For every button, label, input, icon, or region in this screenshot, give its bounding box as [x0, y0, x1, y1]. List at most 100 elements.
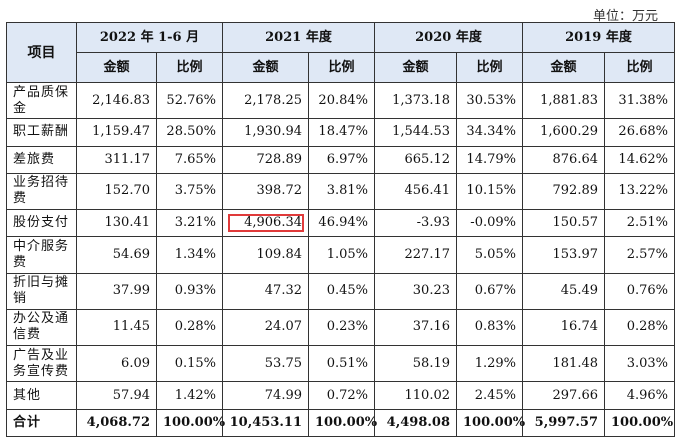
amount-cell: 10,453.11 — [222, 408, 309, 438]
expense-table: 项目 2022 年 1-6 月 2021 年度 2020 年度 2019 年度 … — [6, 22, 675, 438]
amount-cell: 792.89 — [522, 172, 605, 211]
table-row: 产品质保金 2,146.83 52.76% 2,178.25 20.84% 1,… — [6, 81, 675, 120]
amount-cell: 1,544.53 — [374, 118, 457, 147]
amount-cell: 37.99 — [76, 272, 157, 310]
amount-cell: 37.16 — [374, 308, 457, 347]
amount-cell: 16.74 — [522, 308, 605, 347]
ratio-header: 比例 — [604, 52, 675, 83]
ratio-cell: 0.28% — [604, 308, 675, 347]
ratio-cell: 6.97% — [308, 145, 375, 174]
amount-cell: 5,997.57 — [522, 408, 605, 438]
amount-cell: 130.41 — [76, 209, 157, 238]
amount-cell: 54.69 — [76, 236, 157, 274]
row-label: 差旅费 — [6, 145, 77, 174]
ratio-cell: 2.51% — [604, 209, 675, 238]
ratio-cell: 14.62% — [604, 145, 675, 174]
ratio-cell: 30.53% — [456, 81, 523, 120]
ratio-cell: 100.00% — [308, 408, 377, 438]
ratio-cell: 0.76% — [604, 272, 675, 310]
total-row: 合计 4,068.72 100.00% 10,453.11 100.00% 4,… — [6, 408, 675, 438]
row-label: 职工薪酬 — [6, 118, 77, 147]
amount-cell: 4,068.72 — [76, 408, 157, 438]
table-row: 业务招待费 152.70 3.75% 398.72 3.81% 456.41 1… — [6, 172, 675, 211]
amount-cell: 1,373.18 — [374, 81, 457, 120]
amount-cell: 1,930.94 — [222, 118, 309, 147]
row-label: 折旧与摊销 — [6, 272, 77, 310]
ratio-cell: -0.09% — [456, 209, 523, 238]
amount-cell: 45.49 — [522, 272, 605, 310]
ratio-cell: 10.15% — [456, 172, 523, 211]
highlighted-value: 4,906.34 — [244, 215, 302, 231]
ratio-cell: 20.84% — [308, 81, 375, 120]
amount-cell: 58.19 — [374, 345, 457, 383]
table-row: 差旅费 311.17 7.65% 728.89 6.97% 665.12 14.… — [6, 145, 675, 174]
total-label: 合计 — [6, 408, 77, 438]
row-label: 其他 — [6, 381, 77, 410]
amount-cell: 30.23 — [374, 272, 457, 310]
table-row: 股份支付 130.41 3.21% 4,906.34 46.94% -3.93 … — [6, 209, 675, 238]
ratio-cell: 1.29% — [456, 345, 523, 383]
amount-cell: 181.48 — [522, 345, 605, 383]
ratio-cell: 1.05% — [308, 236, 375, 274]
table-row: 广告及业务宣传费 6.09 0.15% 53.75 0.51% 58.19 1.… — [6, 345, 675, 383]
ratio-header: 比例 — [156, 52, 223, 83]
ratio-cell: 28.50% — [156, 118, 223, 147]
ratio-cell: 3.21% — [156, 209, 223, 238]
amount-cell: 728.89 — [222, 145, 309, 174]
table-row: 其他 57.94 1.42% 74.99 0.72% 110.02 2.45% … — [6, 381, 675, 410]
ratio-cell: 1.34% — [156, 236, 223, 274]
ratio-cell: 0.28% — [156, 308, 223, 347]
amount-cell: 57.94 — [76, 381, 157, 410]
amount-cell: 227.17 — [374, 236, 457, 274]
amount-header: 金额 — [522, 52, 605, 83]
row-label: 办公及通信费 — [6, 308, 77, 347]
row-label: 中介服务费 — [6, 236, 77, 274]
ratio-cell: 5.05% — [456, 236, 523, 274]
amount-cell: 47.32 — [222, 272, 309, 310]
ratio-header: 比例 — [308, 52, 375, 83]
amount-cell: 11.45 — [76, 308, 157, 347]
item-header: 项目 — [6, 22, 77, 83]
row-label: 股份支付 — [6, 209, 77, 238]
amount-cell: 311.17 — [76, 145, 157, 174]
amount-cell: 297.66 — [522, 381, 605, 410]
amount-cell: 456.41 — [374, 172, 457, 211]
ratio-cell: 0.93% — [156, 272, 223, 310]
ratio-cell: 7.65% — [156, 145, 223, 174]
row-label: 广告及业务宣传费 — [6, 345, 77, 383]
ratio-cell: 0.51% — [308, 345, 375, 383]
amount-cell: 110.02 — [374, 381, 457, 410]
ratio-cell: 100.00% — [604, 408, 675, 438]
amount-cell: 2,178.25 — [222, 81, 309, 120]
amount-header: 金额 — [222, 52, 309, 83]
period-header: 2019 年度 — [522, 22, 675, 53]
amount-cell: 2,146.83 — [76, 81, 157, 120]
amount-cell: 665.12 — [374, 145, 457, 174]
amount-cell: 153.97 — [522, 236, 605, 274]
amount-cell: 4,498.08 — [374, 408, 457, 438]
ratio-cell: 0.15% — [156, 345, 223, 383]
amount-header: 金额 — [76, 52, 157, 83]
ratio-cell: 0.67% — [456, 272, 523, 310]
amount-header: 金额 — [374, 52, 457, 83]
amount-cell: -3.93 — [374, 209, 457, 238]
period-header: 2021 年度 — [222, 22, 375, 53]
amount-cell: 53.75 — [222, 345, 309, 383]
amount-cell: 398.72 — [222, 172, 309, 211]
ratio-cell: 0.45% — [308, 272, 375, 310]
table-row: 折旧与摊销 37.99 0.93% 47.32 0.45% 30.23 0.67… — [6, 272, 675, 310]
ratio-header: 比例 — [456, 52, 523, 83]
ratio-cell: 3.75% — [156, 172, 223, 211]
ratio-cell: 0.83% — [456, 308, 523, 347]
ratio-cell: 18.47% — [308, 118, 375, 147]
ratio-cell: 3.03% — [604, 345, 675, 383]
ratio-cell: 26.68% — [604, 118, 675, 147]
ratio-cell: 46.94% — [308, 209, 375, 238]
ratio-cell: 2.57% — [604, 236, 675, 274]
ratio-cell: 14.79% — [456, 145, 523, 174]
table-row: 中介服务费 54.69 1.34% 109.84 1.05% 227.17 5.… — [6, 236, 675, 274]
ratio-cell: 52.76% — [156, 81, 223, 120]
ratio-cell: 1.42% — [156, 381, 223, 410]
ratio-cell: 0.23% — [308, 308, 375, 347]
amount-cell: 6.09 — [76, 345, 157, 383]
